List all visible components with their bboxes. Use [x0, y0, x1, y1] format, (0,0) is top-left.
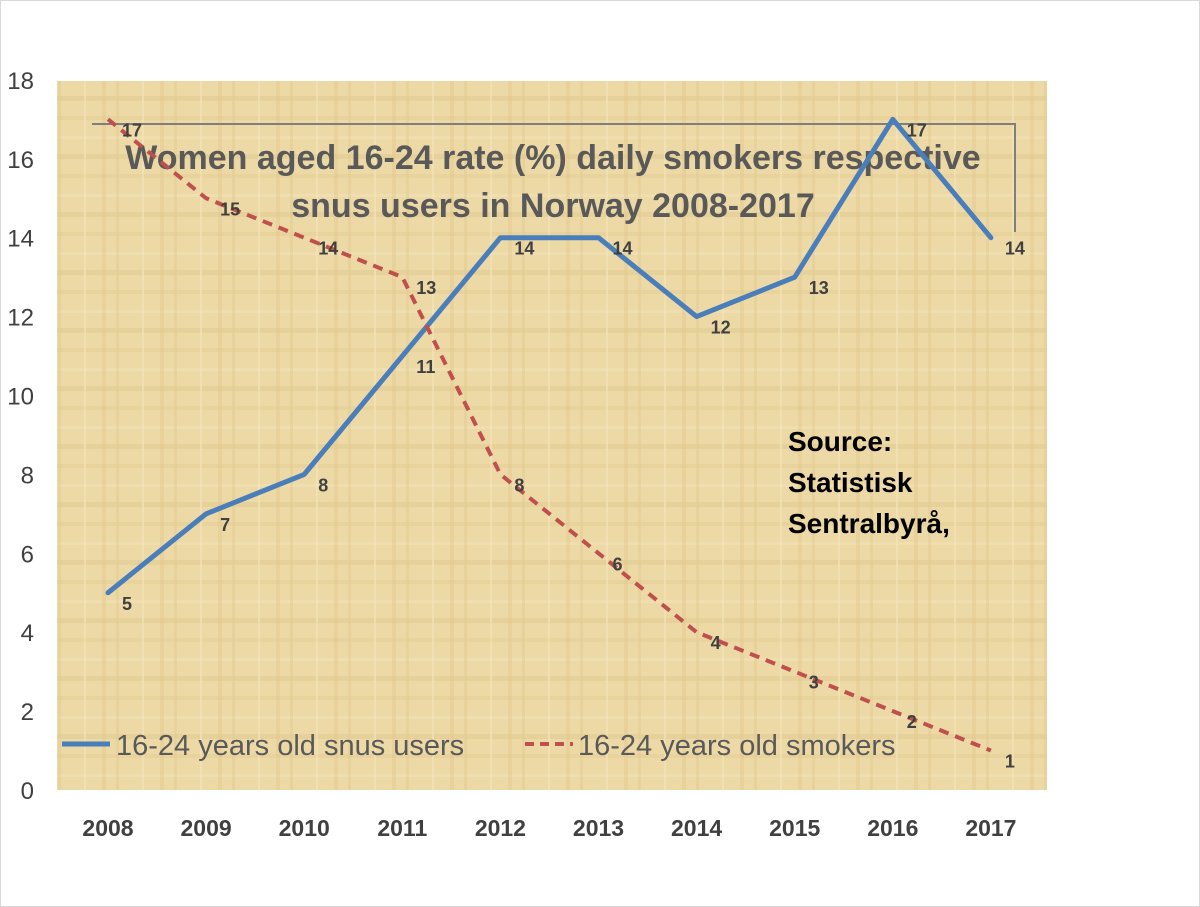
series-line-snus-users	[105, 116, 994, 596]
y-tick-label: 2	[21, 699, 34, 726]
legend-label-smokers: 16-24 years old smokers	[578, 730, 896, 762]
data-label-snus-users: 14	[514, 239, 534, 259]
x-tick-label: 2011	[377, 815, 427, 841]
y-tick-label: 12	[7, 305, 34, 332]
data-label-snus-users: 11	[416, 357, 435, 377]
data-label-snus-users: 13	[809, 278, 829, 298]
data-label-smokers: 8	[514, 475, 524, 495]
chart-title: Women aged 16-24 rate (%) daily smokers …	[92, 123, 1016, 232]
x-tick-label: 2013	[573, 815, 624, 841]
y-tick-label: 0	[21, 778, 34, 805]
data-label-snus-users: 7	[220, 515, 230, 535]
data-label-snus-users: 8	[318, 475, 328, 495]
y-tick-label: 8	[21, 462, 34, 489]
y-tick-label: 6	[21, 541, 34, 568]
series-line-smokers	[106, 117, 992, 753]
chart-title-line-1: Women aged 16-24 rate (%) daily smokers …	[125, 139, 980, 177]
x-tick-label: 2017	[965, 815, 1016, 841]
chart-title-line-2: snus users in Norway 2008-2017	[291, 187, 815, 225]
x-tick-label: 2015	[769, 815, 820, 841]
x-tick-label: 2012	[475, 815, 526, 841]
title-box-border	[92, 123, 1016, 232]
data-label-smokers: 1	[1005, 752, 1015, 772]
source-annotation: Source: Statistisk Sentralbyrå,	[788, 426, 950, 539]
y-axis: 0 2 4 6 8 10 12 14 16 18	[7, 68, 34, 805]
legend-label-snus-users: 16-24 years old snus users	[116, 730, 464, 762]
y-tick-label: 18	[7, 68, 34, 95]
x-tick-label: 2009	[181, 815, 232, 841]
data-label-smokers: 3	[809, 673, 819, 693]
y-tick-label: 4	[21, 620, 34, 647]
y-tick-label: 14	[7, 226, 34, 253]
data-label-snus-users: 17	[907, 120, 927, 140]
x-tick-label: 2008	[82, 815, 133, 841]
data-label-snus-users: 14	[1005, 239, 1025, 259]
source-line-1: Source:	[788, 426, 892, 457]
data-label-snus-users: 12	[711, 318, 731, 338]
data-label-smokers: 4	[711, 633, 721, 653]
series-layer	[105, 116, 994, 753]
data-label-smokers: 6	[613, 554, 623, 574]
source-line-2: Statistisk	[788, 467, 913, 498]
y-tick-label: 10	[7, 384, 34, 411]
data-label-snus-users: 14	[613, 239, 633, 259]
data-label-smokers: 2	[907, 712, 917, 732]
data-label-smokers: 17	[122, 120, 142, 140]
data-label-smokers: 13	[416, 278, 436, 298]
x-axis: 2008 2009 2010 2011 2012 2013 2014 2015 2016 2017	[82, 815, 1016, 841]
x-tick-label: 2014	[671, 815, 722, 841]
x-tick-label: 2016	[867, 815, 918, 841]
plot-background	[57, 81, 1047, 790]
data-labels: 5 7 8 11 14 14 12 13 17 14 17 15 14 13 8 6 4 3 2 1	[122, 120, 1025, 771]
data-label-smokers: 15	[220, 199, 240, 219]
data-label-snus-users: 5	[122, 594, 132, 614]
source-line-3: Sentralbyrå,	[788, 508, 950, 539]
x-tick-label: 2010	[279, 815, 330, 841]
legend: 16-24 years old snus users 16-24 years o…	[62, 730, 896, 762]
data-label-smokers: 14	[318, 239, 338, 259]
y-tick-label: 16	[7, 147, 34, 174]
